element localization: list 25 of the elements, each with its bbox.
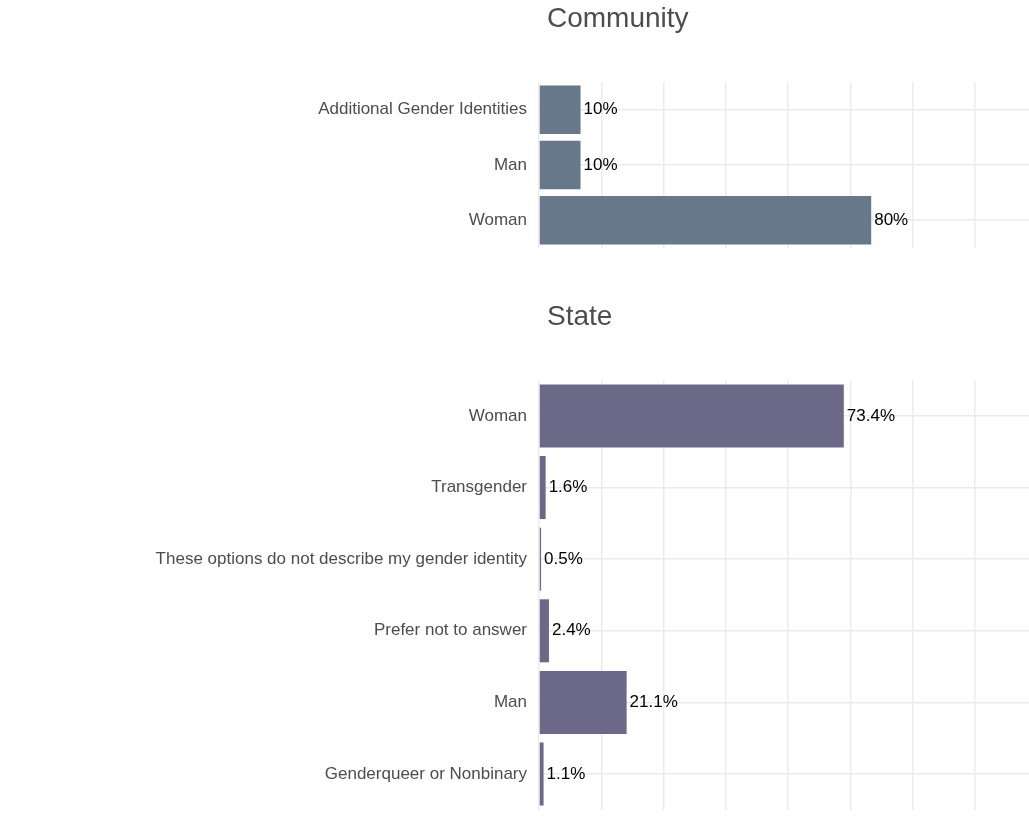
- data-label: 10%: [583, 99, 618, 119]
- y-tick-label: These options do not describe my gender identity: [155, 548, 528, 568]
- bar: [539, 742, 544, 806]
- y-tick-label: Man: [493, 692, 527, 712]
- data-label: 21.1%: [629, 692, 678, 712]
- y-tick-label: Additional Gender Identities: [318, 99, 527, 119]
- data-label: 1.6%: [548, 477, 588, 497]
- y-tick-label: Woman: [468, 405, 527, 425]
- bar: [539, 456, 546, 520]
- chart-title: State: [547, 300, 613, 332]
- bar: [539, 670, 627, 734]
- bar: [539, 384, 844, 448]
- bar: [539, 599, 549, 663]
- data-label: 73.4%: [846, 405, 895, 425]
- y-tick-label: Man: [493, 154, 527, 174]
- chart-title: Community: [547, 2, 689, 34]
- data-label: 0.5%: [544, 548, 583, 568]
- data-label: 1.1%: [546, 763, 586, 783]
- y-tick-label: Transgender: [431, 477, 528, 497]
- y-tick-label: Woman: [468, 209, 527, 229]
- data-label: 10%: [583, 154, 618, 174]
- y-tick-label: Prefer not to answer: [373, 620, 528, 640]
- y-tick-label: Genderqueer or Nonbinary: [324, 763, 528, 783]
- data-label: 2.4%: [551, 620, 591, 640]
- data-label: 80%: [874, 209, 909, 229]
